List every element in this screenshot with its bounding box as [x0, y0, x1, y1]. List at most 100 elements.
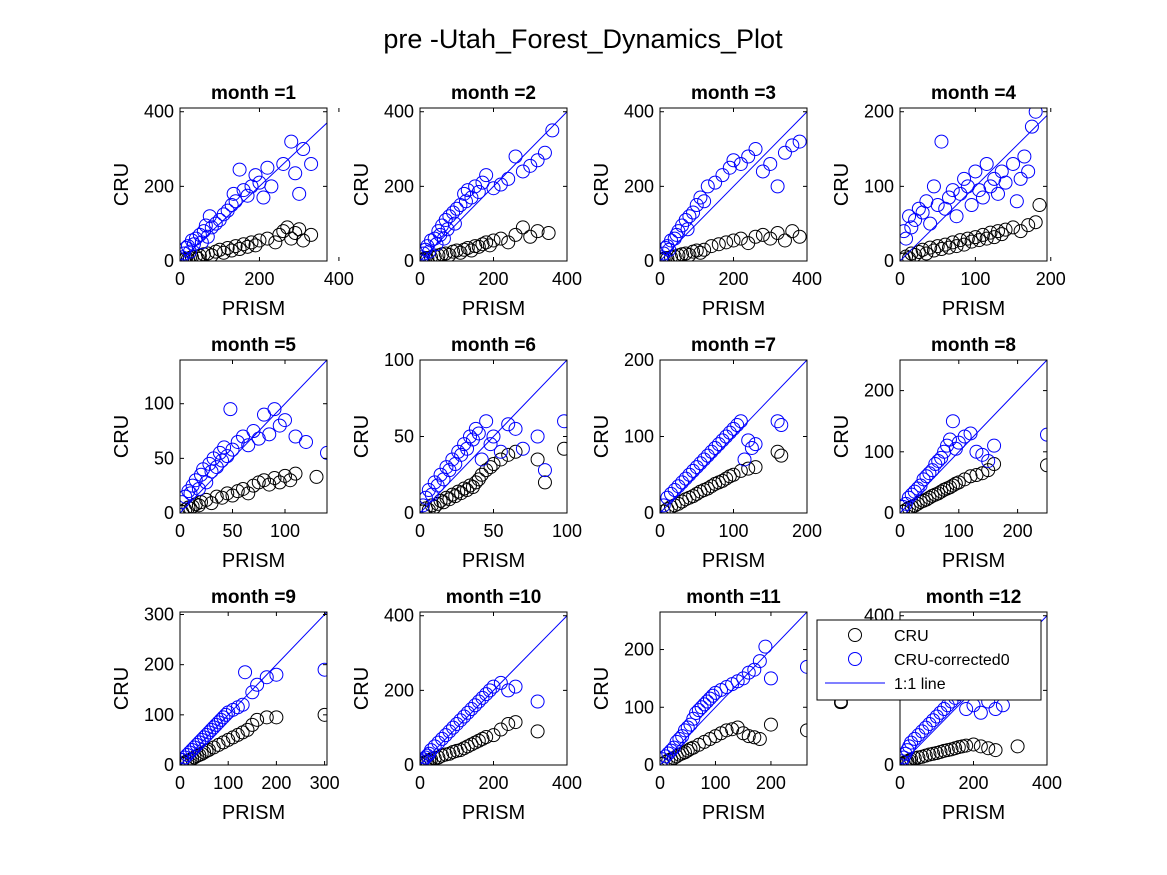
figure-title: pre -Utah_Forest_Dynamics_Plot — [383, 24, 783, 54]
x-tick-label: 100 — [700, 773, 730, 793]
cru-corrected-point — [726, 153, 741, 168]
cru-point — [216, 245, 231, 260]
panel-title: month =5 — [211, 335, 296, 356]
panel-title: month =11 — [686, 587, 781, 608]
cru-corrected-point — [445, 452, 460, 467]
cru-point — [719, 723, 734, 738]
cru-corrected-point — [446, 720, 461, 735]
x-tick-label: 0 — [415, 521, 425, 541]
cru-corrected-point — [228, 194, 243, 209]
cru-corrected-point — [770, 414, 785, 429]
y-tick-label: 100 — [864, 442, 894, 462]
panel-month-1: 0 200 400 0 200 400 month =1 PRISM CRU — [111, 83, 354, 320]
y-tick-label: 0 — [884, 251, 894, 271]
x-tick-label: 0 — [895, 269, 905, 289]
cru-corrected-point — [475, 175, 490, 190]
cru-corrected-point — [296, 142, 311, 157]
panel-month-2: 0 200 400 0 200 400 month =2 PRISM CRU — [351, 83, 582, 320]
cru-corrected-point — [420, 246, 431, 261]
cru-point — [508, 444, 523, 459]
cru-corrected-point — [457, 437, 472, 452]
cru-corrected-point — [700, 694, 715, 709]
cru-point — [288, 226, 303, 241]
legend: CRU CRU-corrected0 1:1 line — [816, 619, 1042, 701]
cru-point — [960, 231, 975, 246]
cru-point — [304, 227, 319, 242]
cru-point — [244, 235, 259, 250]
cru-point — [774, 448, 789, 463]
cru-corrected-point — [981, 453, 996, 468]
cru-corrected-point — [934, 450, 949, 465]
panel-month-8: 0 100 200 0 100 200 month =8 PRISM CRU — [831, 335, 1048, 572]
y-tick-label: 400 — [384, 606, 414, 626]
cru-corrected-point — [468, 421, 483, 436]
cru-point — [460, 240, 475, 255]
x-axis-label: PRISM — [942, 802, 1005, 824]
cru-corrected-point — [248, 168, 263, 183]
cru-corrected-point — [464, 190, 479, 205]
cru-corrected-point — [686, 205, 701, 220]
x-tick-label: 0 — [175, 521, 185, 541]
cru-corrected-point — [686, 463, 701, 478]
cru-corrected-point — [911, 728, 926, 743]
cru-point — [260, 231, 275, 246]
panel-title: month =3 — [691, 83, 776, 104]
cru-corrected-point — [180, 250, 189, 261]
cru-corrected-point — [755, 164, 770, 179]
x-axis-label: PRISM — [942, 298, 1005, 320]
panel-title: month =7 — [691, 335, 776, 356]
cru-corrected-point — [900, 750, 911, 765]
cru-point — [259, 710, 274, 725]
y-tick-label: 100 — [624, 427, 654, 447]
cru-point — [763, 231, 778, 246]
cru-corrected-point — [180, 747, 195, 762]
cru-point — [486, 728, 501, 743]
panel-title: month =4 — [931, 83, 1016, 104]
axes-box — [179, 359, 328, 514]
cru-corrected-point — [900, 231, 914, 246]
x-tick-label: 0 — [655, 521, 665, 541]
cru-corrected-point — [1009, 194, 1024, 209]
cru-point — [926, 243, 941, 258]
cru-corrected-point — [733, 156, 748, 171]
cru-point — [209, 489, 224, 504]
cru-point — [180, 756, 190, 765]
panel-month-6: 0 50 100 0 50 100 month =6 PRISM CRU — [351, 335, 582, 572]
cru-corrected-point — [464, 702, 479, 717]
panel-title: month =6 — [451, 335, 536, 356]
cru-corrected-point — [929, 709, 944, 724]
cru-corrected-point — [446, 205, 461, 220]
cru-corrected-point — [664, 233, 679, 248]
cru-corrected-point — [439, 460, 454, 475]
y-axis-label: CRU — [111, 163, 133, 206]
cru-corrected-point — [251, 431, 266, 446]
y-tick-label: 100 — [144, 705, 174, 725]
cru-corrected-point — [737, 452, 752, 467]
cru-corrected-point — [180, 752, 190, 765]
cru-corrected-point — [660, 240, 673, 255]
x-tick-label: 0 — [895, 521, 905, 541]
cru-point — [726, 467, 741, 482]
cru-point — [730, 720, 745, 735]
cru-point — [479, 730, 494, 745]
panel-month-11: 0 100 200 0 100 200 month =11 PRISM CRU — [591, 587, 808, 824]
cru-corrected-point — [664, 743, 679, 758]
cru-point — [252, 233, 267, 248]
cru-corrected-point — [422, 244, 437, 259]
cru-corrected-point — [482, 683, 497, 698]
cru-corrected-point — [660, 490, 675, 505]
cru-corrected-point — [438, 212, 453, 227]
cru-corrected-point — [435, 731, 450, 746]
y-axis-label: CRU — [831, 415, 853, 458]
cru-point — [1021, 218, 1036, 233]
cru-corrected-point — [449, 201, 464, 216]
cru-point — [938, 237, 953, 252]
cru-point — [770, 226, 785, 241]
cru-corrected-point — [246, 424, 261, 439]
cru-point — [501, 235, 516, 250]
panel-title: month =2 — [451, 83, 536, 104]
cru-corrected-point — [537, 463, 552, 478]
cru-corrected-point — [662, 242, 677, 257]
cru-corrected-point — [915, 724, 930, 739]
cru-corrected-point — [240, 188, 255, 203]
